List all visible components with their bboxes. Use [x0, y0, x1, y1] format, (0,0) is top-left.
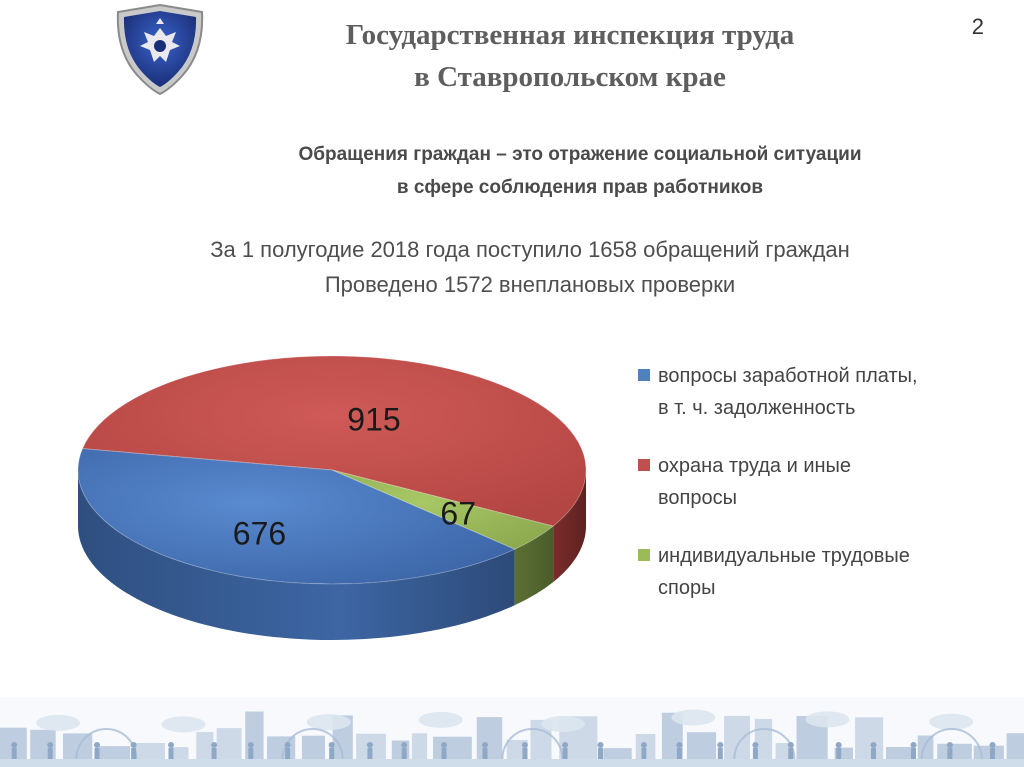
- page-subtitle-line-1: Обращения граждан – это отражение социал…: [298, 144, 862, 165]
- legend-swatch-red: [638, 459, 650, 471]
- page-number: 2: [971, 14, 984, 39]
- page-subtitle-line-2: в сфере соблюдения прав работников: [396, 177, 764, 198]
- data-label-labor-protection: 915: [347, 402, 400, 438]
- page-subtitle: Обращения граждан – это отражение социал…: [220, 138, 940, 204]
- legend-label-line-2: вопросы: [658, 487, 737, 509]
- slice-labor-protection-side: [553, 470, 586, 583]
- appeals-count-text: За 1 полугодие 2018 года поступило 1658 …: [210, 237, 850, 262]
- inspections-count-text: Проведено 1572 внеплановых проверки: [324, 272, 736, 297]
- page-title: Государственная инспекция труда в Ставро…: [240, 14, 900, 98]
- statistics-summary: За 1 полугодие 2018 года поступило 1658 …: [100, 232, 960, 302]
- legend-label-line-2: в т. ч. задолженность: [658, 397, 856, 419]
- legend-item-wages: вопросы заработной платы, в т. ч. задолж…: [636, 360, 996, 424]
- slice-labor-disputes-side: [514, 526, 554, 606]
- data-label-labor-disputes: 67: [440, 495, 476, 531]
- page-title-line-2: в Ставропольском крае: [414, 61, 726, 93]
- slice-wages: [77, 448, 516, 585]
- decorative-city-skyline-band: [0, 697, 1024, 767]
- chart-legend: вопросы заработной платы, в т. ч. задолж…: [636, 360, 996, 630]
- slice-labor-protection: [81, 355, 587, 527]
- legend-item-labor-disputes: индивидуальные трудовые споры: [636, 540, 996, 604]
- legend-swatch-blue: [638, 369, 650, 381]
- pie-chart: 915 67 676: [77, 355, 587, 640]
- legend-label-line-2: споры: [658, 577, 716, 599]
- slice-wages-side: [78, 470, 515, 640]
- legend-swatch-green: [638, 549, 650, 561]
- slice-labor-disputes: [331, 469, 555, 550]
- legend-label-line-1: охрана труда и иные: [658, 455, 852, 477]
- legend-label-line-1: вопросы заработной платы,: [658, 365, 918, 387]
- page-title-line-1: Государственная инспекция труда: [345, 19, 795, 51]
- data-label-wages: 676: [233, 516, 286, 552]
- legend-item-labor-protection: охрана труда и иные вопросы: [636, 450, 996, 514]
- legend-label-line-1: индивидуальные трудовые: [658, 545, 910, 567]
- inspection-emblem-logo: [116, 3, 204, 96]
